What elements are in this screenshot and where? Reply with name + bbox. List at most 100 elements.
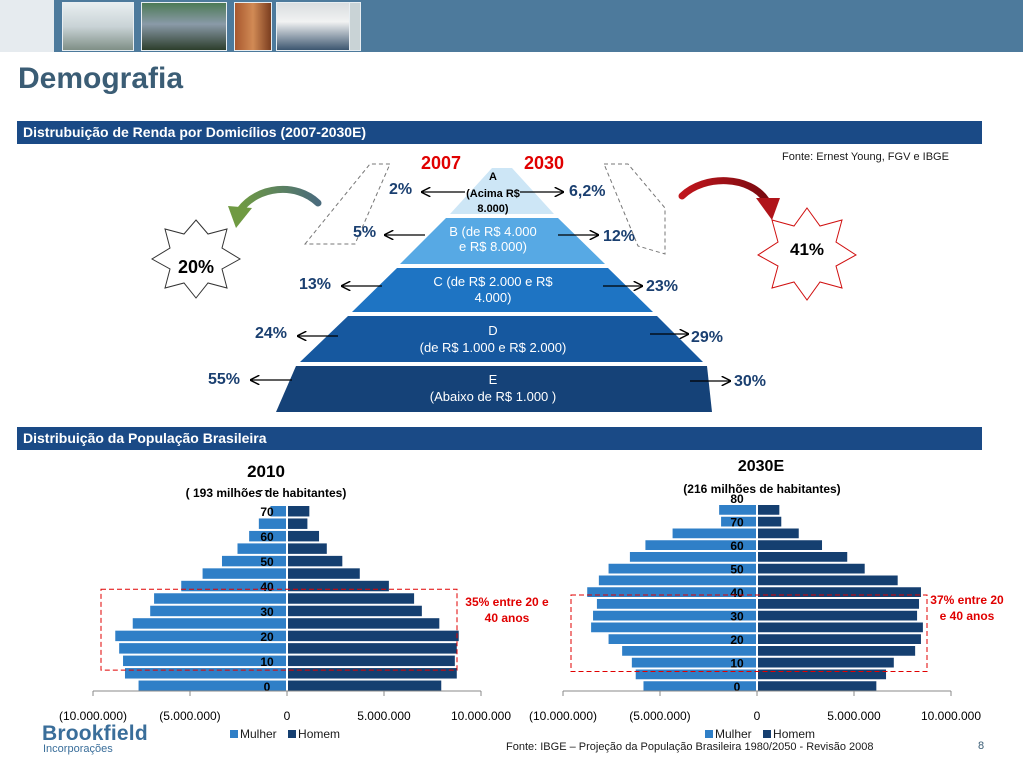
pyramid-tier-d xyxy=(300,316,703,362)
female-swatch-2030 xyxy=(705,729,713,738)
tier-b-2030-value: 12% xyxy=(603,228,635,245)
legend-male-label: Homem xyxy=(298,726,341,741)
pyramid-2010-male-bar xyxy=(288,568,360,579)
brookfield-logo: Brookfield Incorporações xyxy=(42,722,148,755)
pyramid-2010-age-label: 30 xyxy=(260,605,274,619)
pyramid-2010-female-bar xyxy=(202,568,286,579)
pyramid-2030-female-bar xyxy=(622,646,756,656)
pyramid-2010-female-bar xyxy=(237,543,286,554)
pyramid-2030-age-label: 70 xyxy=(730,516,744,530)
pyramid-2010-male-bar xyxy=(288,630,459,642)
pyramid-2030-x-tick-label: (10.000.000) xyxy=(529,709,597,723)
legend-right: Mulher Homem xyxy=(705,726,823,741)
pyramid-2030-female-bar xyxy=(596,599,756,609)
pyramid-2010-male-bar xyxy=(288,506,310,517)
header-bar xyxy=(0,0,1023,52)
pyramid-2010-title: 2010 xyxy=(247,462,285,481)
tier-e-2007-value: 55% xyxy=(208,371,240,388)
pyramid-2010-male-bar xyxy=(288,593,415,604)
pyramid-2030-male-bar xyxy=(758,575,898,586)
pyramid-2010-x-tick-label: 0 xyxy=(284,709,291,723)
tier-d-label-1: D xyxy=(488,323,497,338)
pyramid-2030-male-bar xyxy=(758,540,823,550)
pyramid-2030-x-tick-label: 5.000.000 xyxy=(827,709,881,723)
pyramid-2030-female-bar xyxy=(608,634,756,644)
left-dashed-bracket xyxy=(303,163,391,245)
pyramid-2030-female-bar xyxy=(672,528,756,539)
pyramid-2030-female-bar xyxy=(591,622,756,633)
pyramid-2030-female-bar xyxy=(719,505,756,515)
pyramid-2010-female-bar xyxy=(115,630,286,642)
pyramid-2010-female-bar xyxy=(270,506,286,517)
pyramid-2030-female-bar xyxy=(598,575,756,586)
pyramid-2030-female-bar xyxy=(635,669,756,680)
pyramid-2030-female-bar xyxy=(593,610,756,621)
tier-e-label-2: (Abaixo de R$ 1.000 ) xyxy=(430,389,556,404)
pyramid-2030-male-bar xyxy=(758,516,782,527)
pyramid-2030-x-tick-label: 0 xyxy=(754,709,761,723)
pyramid-2010-age-label: 20 xyxy=(260,630,274,644)
pyramid-2010-female-bar xyxy=(132,618,286,629)
pyramid-2030-age-label: 40 xyxy=(730,586,744,600)
tier-e-label-1: E xyxy=(489,372,498,387)
pyramid-2030-female-bar xyxy=(631,657,756,668)
star-2007-shape xyxy=(151,219,241,299)
pyramid-2010-male-bar xyxy=(288,643,457,654)
pyramid-2010-x-tick-label: 10.000.000 xyxy=(451,709,511,723)
tier-c-label-1: C (de R$ 2.000 e R$ xyxy=(433,274,553,289)
pyramid-2010-x-tick-label: (10.000.000) xyxy=(59,709,127,723)
population-section-header: Distribuição da População Brasileira xyxy=(17,427,982,450)
pyramid-2010-female-bar xyxy=(249,530,286,542)
header-accent xyxy=(0,0,54,52)
legend-left: Mulher Homem xyxy=(230,726,348,741)
tier-a-2030-value: 6,2% xyxy=(569,183,605,200)
tier-b-2007-value: 5% xyxy=(353,224,376,241)
pyramid-2010-male-bar xyxy=(288,605,422,617)
pyramid-2030-male-bar xyxy=(758,622,923,633)
pyramid-2030-annotation-line-1: 37% entre 20 xyxy=(930,593,1004,607)
pyramid-2030-female-bar xyxy=(643,681,756,691)
pyramid-2030-age-label: 30 xyxy=(730,610,744,624)
pyramid-2030-age-label: 60 xyxy=(730,539,744,553)
pyramid-2010-subtitle: ( 193 milhões de habitantes) xyxy=(185,486,347,500)
male-swatch xyxy=(288,729,297,738)
pyramid-2010-x-tick-label: 5.000.000 xyxy=(357,709,411,723)
tier-a-label-2: (Acima R$ xyxy=(466,188,520,200)
pyramid-2010-age-label: 50 xyxy=(260,555,274,569)
logo-name: Brookfield xyxy=(42,722,148,745)
pyramid-2030-female-bar xyxy=(721,516,756,527)
pyramid-2010-male-bar xyxy=(288,543,327,554)
pyramid-2030-annotation-line-2: e 40 anos xyxy=(940,609,995,623)
pyramid-2010-female-bar xyxy=(123,655,286,667)
pyramid-2030-subtitle: (216 milhões de habitantes) xyxy=(683,482,841,496)
tier-d-label-2: (de R$ 1.000 e R$ 2.000) xyxy=(420,340,567,355)
pyramid-tier-c xyxy=(352,268,653,312)
pyramid-2030-highlight-box xyxy=(570,594,928,672)
tier-e-2030-value: 30% xyxy=(734,373,766,390)
star-2030-value: 41% xyxy=(790,240,824,259)
right-dashed-bracket xyxy=(603,163,666,255)
income-section-header: Distrubuição de Renda por Domicílios (20… xyxy=(17,121,982,144)
legend-male-label-2030: Homem xyxy=(773,726,816,741)
pyramid-tier-b xyxy=(400,218,605,264)
building-photo-3 xyxy=(234,2,272,51)
pyramid-2010-female-bar xyxy=(181,580,286,592)
tier-a-label-3: 8.000) xyxy=(477,203,509,215)
pyramid-2010-x-tick-label: (5.000.000) xyxy=(159,709,220,723)
page-number: 8 xyxy=(978,740,985,752)
pyramid-2030-male-bar xyxy=(758,634,921,644)
pyramid-2030-male-bar xyxy=(758,599,920,609)
tier-c-label-2: 4.000) xyxy=(475,290,512,305)
tier-d-2030-value: 29% xyxy=(691,329,723,346)
page-title: Demografia xyxy=(18,62,184,95)
population-source: Fonte: IBGE – Projeção da População Bras… xyxy=(506,741,874,753)
pyramid-2030-male-bar xyxy=(758,528,799,539)
tier-a-label-1: A xyxy=(489,171,497,183)
pyramid-2010-age-label: 70 xyxy=(260,505,274,519)
pyramid-2030-x-tick-label: (5.000.000) xyxy=(629,709,690,723)
pyramid-2010-age-label: 0 xyxy=(264,680,271,694)
income-pyramid-diagram: A (Acima R$ 8.000) B (de R$ 4.000 e R$ 8… xyxy=(151,153,857,412)
pyramid-2010-highlight-box xyxy=(100,588,458,671)
pyramid-2010-age-label: 10 xyxy=(260,655,274,669)
pyramid-2010-male-bar xyxy=(288,680,442,691)
